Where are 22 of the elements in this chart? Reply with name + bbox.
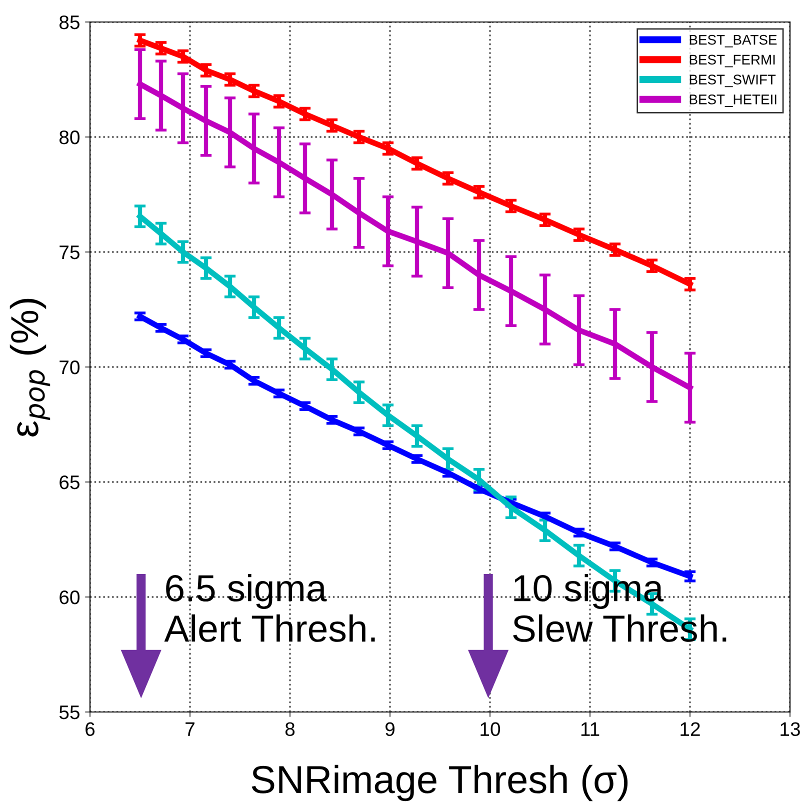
x-tick-label: 13 xyxy=(780,722,800,736)
y-tick-label: 75 xyxy=(60,246,80,260)
legend-label: BEST_FERMI xyxy=(690,54,775,68)
x-tick-label: 7 xyxy=(186,722,194,736)
legend-label: BEST_HETEII xyxy=(690,94,776,107)
annotation: 6.5 sigma Alert Thresh. xyxy=(164,574,375,642)
y-tick-label: 85 xyxy=(59,15,80,30)
y-axis-title: ε$_{pop}$ (%) xyxy=(10,298,50,436)
x-tick-label: 10 xyxy=(480,722,500,736)
y-tick-label: 70 xyxy=(60,360,80,374)
legend-label: BEST_BATSE xyxy=(690,34,777,48)
y-tick-label: 60 xyxy=(60,590,80,604)
x-tick-label: 11 xyxy=(581,722,600,736)
x-tick-label: 12 xyxy=(680,722,700,736)
x-axis-title: SNRimage Thresh (σ) xyxy=(252,764,628,802)
y-tick-label: 65 xyxy=(60,475,80,490)
y-tick-label: 55 xyxy=(59,706,80,720)
x-tick-label: 8 xyxy=(285,722,295,736)
legend-label: BEST_SWIFT xyxy=(690,74,776,88)
x-tick-label: 6 xyxy=(86,722,95,736)
x-tick-label: 9 xyxy=(386,722,394,736)
y-tick-label: 80 xyxy=(59,130,80,144)
